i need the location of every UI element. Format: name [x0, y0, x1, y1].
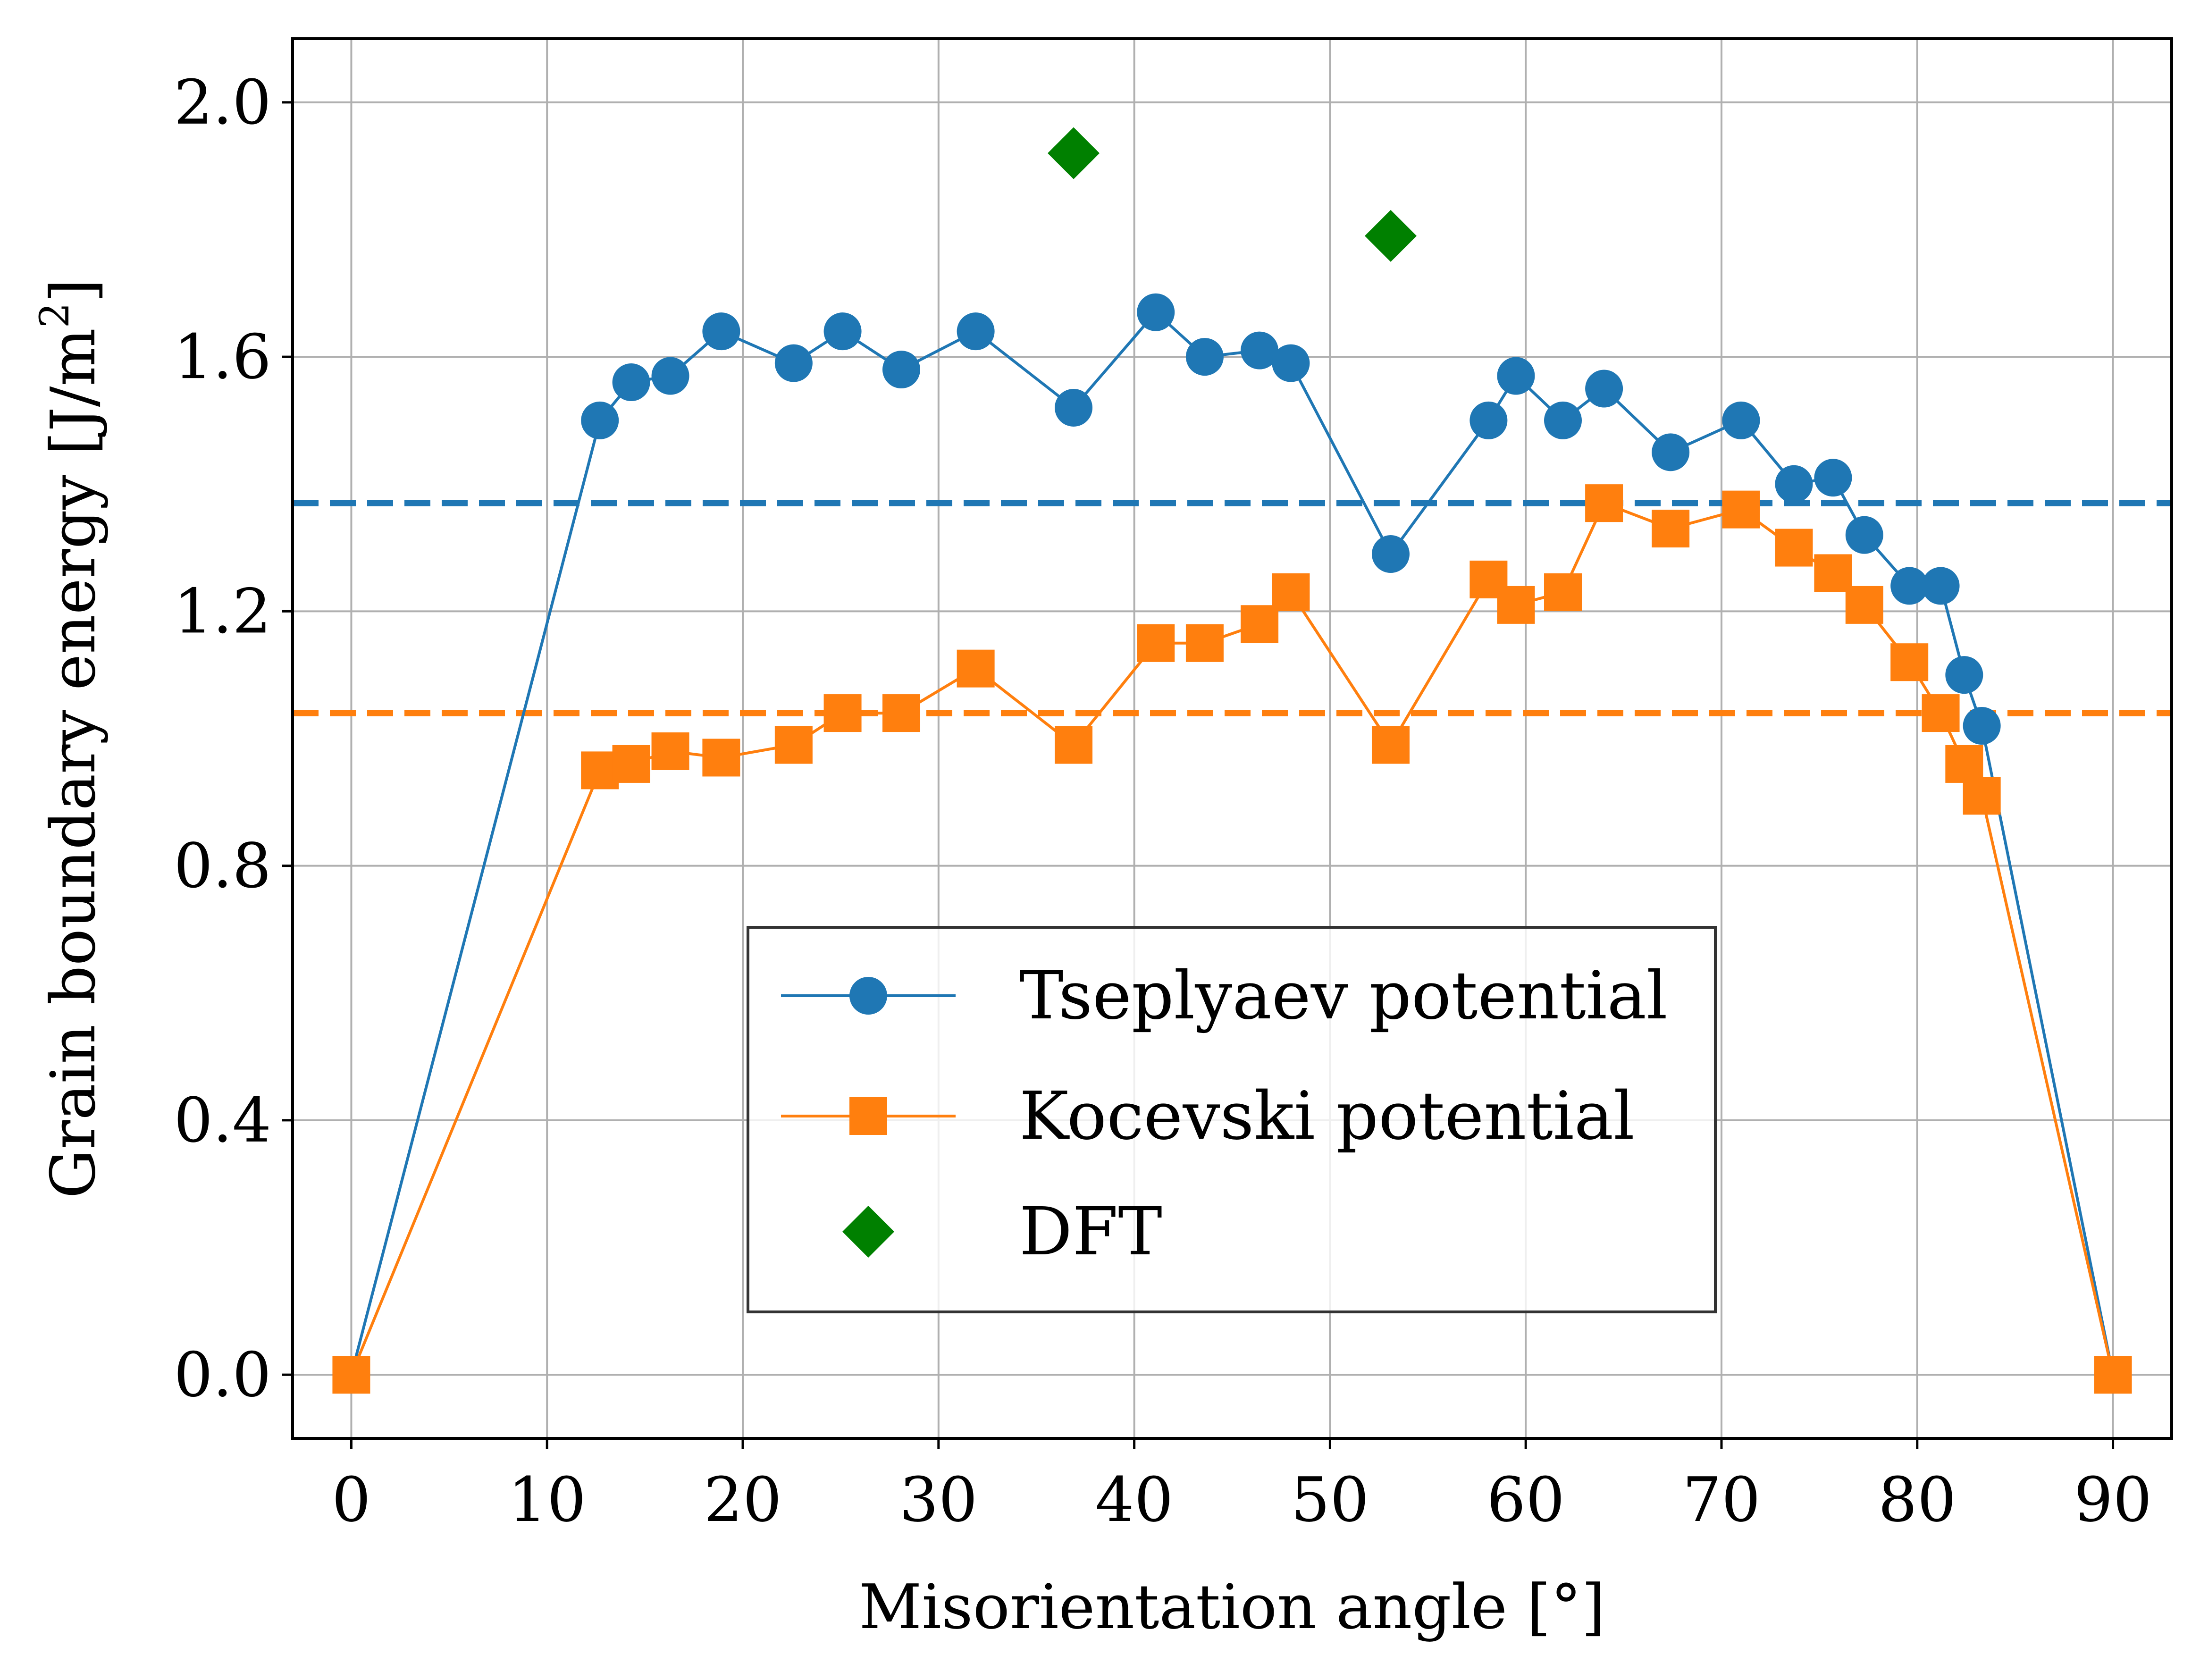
- data-point: [823, 312, 862, 351]
- legend-entry-kocevski: Kocevski potential: [781, 1078, 1635, 1155]
- data-point: [1945, 745, 1983, 783]
- series-tseplyaev: [332, 293, 2132, 1394]
- data-point: [612, 745, 650, 783]
- x-tick-label: 0: [332, 1464, 371, 1536]
- data-point: [774, 726, 813, 764]
- y-axis-label-end: ]: [37, 278, 109, 302]
- data-point: [1371, 535, 1410, 573]
- legend-entry-tseplyaev: Tseplyaev potential: [781, 958, 1668, 1034]
- data-point: [1722, 401, 1760, 439]
- x-tick-label: 60: [1486, 1464, 1564, 1536]
- data-point: [1137, 293, 1175, 331]
- legend: Tseplyaev potential Kocevski potential D…: [747, 926, 1717, 1313]
- x-axis-ticks: 0 10 20 30 40 50 60 70 80 90: [332, 1438, 2152, 1536]
- legend-marker-circle-icon: [849, 977, 887, 1015]
- x-tick-label: 20: [704, 1464, 781, 1536]
- data-point: [1497, 357, 1535, 395]
- series-kocevski: [332, 484, 2132, 1394]
- data-point: [1963, 707, 2001, 745]
- y-axis-ticks: 0.0 0.4 0.8 1.2 1.6 2.0: [174, 67, 293, 1411]
- data-point: [1544, 401, 1582, 439]
- data-point: [1241, 605, 1279, 643]
- data-point: [1185, 338, 1224, 376]
- data-point: [1814, 554, 1852, 592]
- data-point: [1137, 624, 1175, 662]
- y-tick-label: 1.2: [174, 575, 271, 647]
- legend-label-dft: DFT: [1019, 1193, 1162, 1270]
- x-tick-label: 90: [2074, 1464, 2152, 1536]
- x-tick-label: 30: [899, 1464, 977, 1536]
- x-axis-label: Misorientation angle [°]: [859, 1571, 1605, 1643]
- data-point: [651, 357, 689, 395]
- data-point: [1469, 401, 1508, 439]
- plot-frame: [291, 37, 2173, 1440]
- y-tick-label: 0.4: [174, 1084, 271, 1156]
- data-point: [581, 401, 619, 439]
- x-tick-label: 80: [1878, 1464, 1956, 1536]
- data-point: [1945, 656, 1983, 694]
- data-point: [1922, 567, 1960, 605]
- data-point: [1890, 567, 1929, 605]
- data-point: [2094, 1356, 2132, 1394]
- y-tick-label: 0.0: [174, 1339, 271, 1411]
- data-point: [651, 732, 689, 770]
- data-point: [1652, 510, 1690, 548]
- x-tick-label: 40: [1095, 1464, 1173, 1536]
- data-point: [1364, 210, 1417, 262]
- data-point: [1814, 459, 1852, 497]
- data-point: [1585, 370, 1623, 408]
- data-point: [1055, 388, 1093, 427]
- data-point: [882, 694, 921, 732]
- series-layer: [332, 127, 2132, 1394]
- x-tick-label: 70: [1682, 1464, 1760, 1536]
- data-point: [1775, 529, 1813, 567]
- data-point: [882, 351, 921, 389]
- y-tick-label: 2.0: [174, 67, 271, 138]
- y-axis-label-superscript: 2: [32, 302, 78, 328]
- series-dft: [1048, 127, 1417, 262]
- y-axis-label: Grain boundary energy [J/m2]: [32, 278, 109, 1198]
- data-point: [1048, 127, 1100, 179]
- data-point: [1585, 484, 1623, 522]
- data-point: [957, 649, 995, 688]
- data-point: [1272, 344, 1310, 382]
- reference-lines: [293, 500, 2172, 716]
- data-point: [702, 739, 740, 777]
- data-point: [1845, 586, 1883, 624]
- data-point: [823, 694, 862, 732]
- legend-box: [747, 926, 1717, 1313]
- legend-marker-square-icon: [849, 1097, 887, 1135]
- legend-label-tseplyaev: Tseplyaev potential: [1019, 958, 1668, 1034]
- data-point: [1775, 465, 1813, 503]
- data-point: [1963, 777, 2001, 815]
- data-point: [702, 312, 740, 351]
- data-point: [1845, 516, 1883, 554]
- data-point: [1055, 726, 1093, 764]
- y-tick-label: 1.6: [174, 321, 271, 393]
- data-point: [1185, 624, 1224, 662]
- data-point: [957, 312, 995, 351]
- y-tick-label: 0.8: [174, 830, 271, 902]
- y-axis-label-main: Grain boundary energy [J/m: [37, 328, 109, 1198]
- data-point: [1890, 643, 1929, 681]
- data-point: [1497, 586, 1535, 624]
- legend-marker-diamond-icon: [842, 1206, 894, 1258]
- data-point: [1722, 490, 1760, 529]
- x-tick-label: 50: [1291, 1464, 1369, 1536]
- data-point: [1241, 331, 1279, 370]
- data-point: [774, 344, 813, 382]
- data-point: [1922, 694, 1960, 732]
- data-point: [1652, 433, 1690, 471]
- legend-entry-dft: DFT: [842, 1193, 1162, 1270]
- data-point: [1544, 573, 1582, 611]
- data-point: [332, 1356, 370, 1394]
- data-point: [612, 363, 650, 402]
- legend-label-kocevski: Kocevski potential: [1019, 1078, 1635, 1155]
- x-tick-label: 10: [508, 1464, 586, 1536]
- data-point: [1371, 726, 1410, 764]
- data-point: [1272, 573, 1310, 611]
